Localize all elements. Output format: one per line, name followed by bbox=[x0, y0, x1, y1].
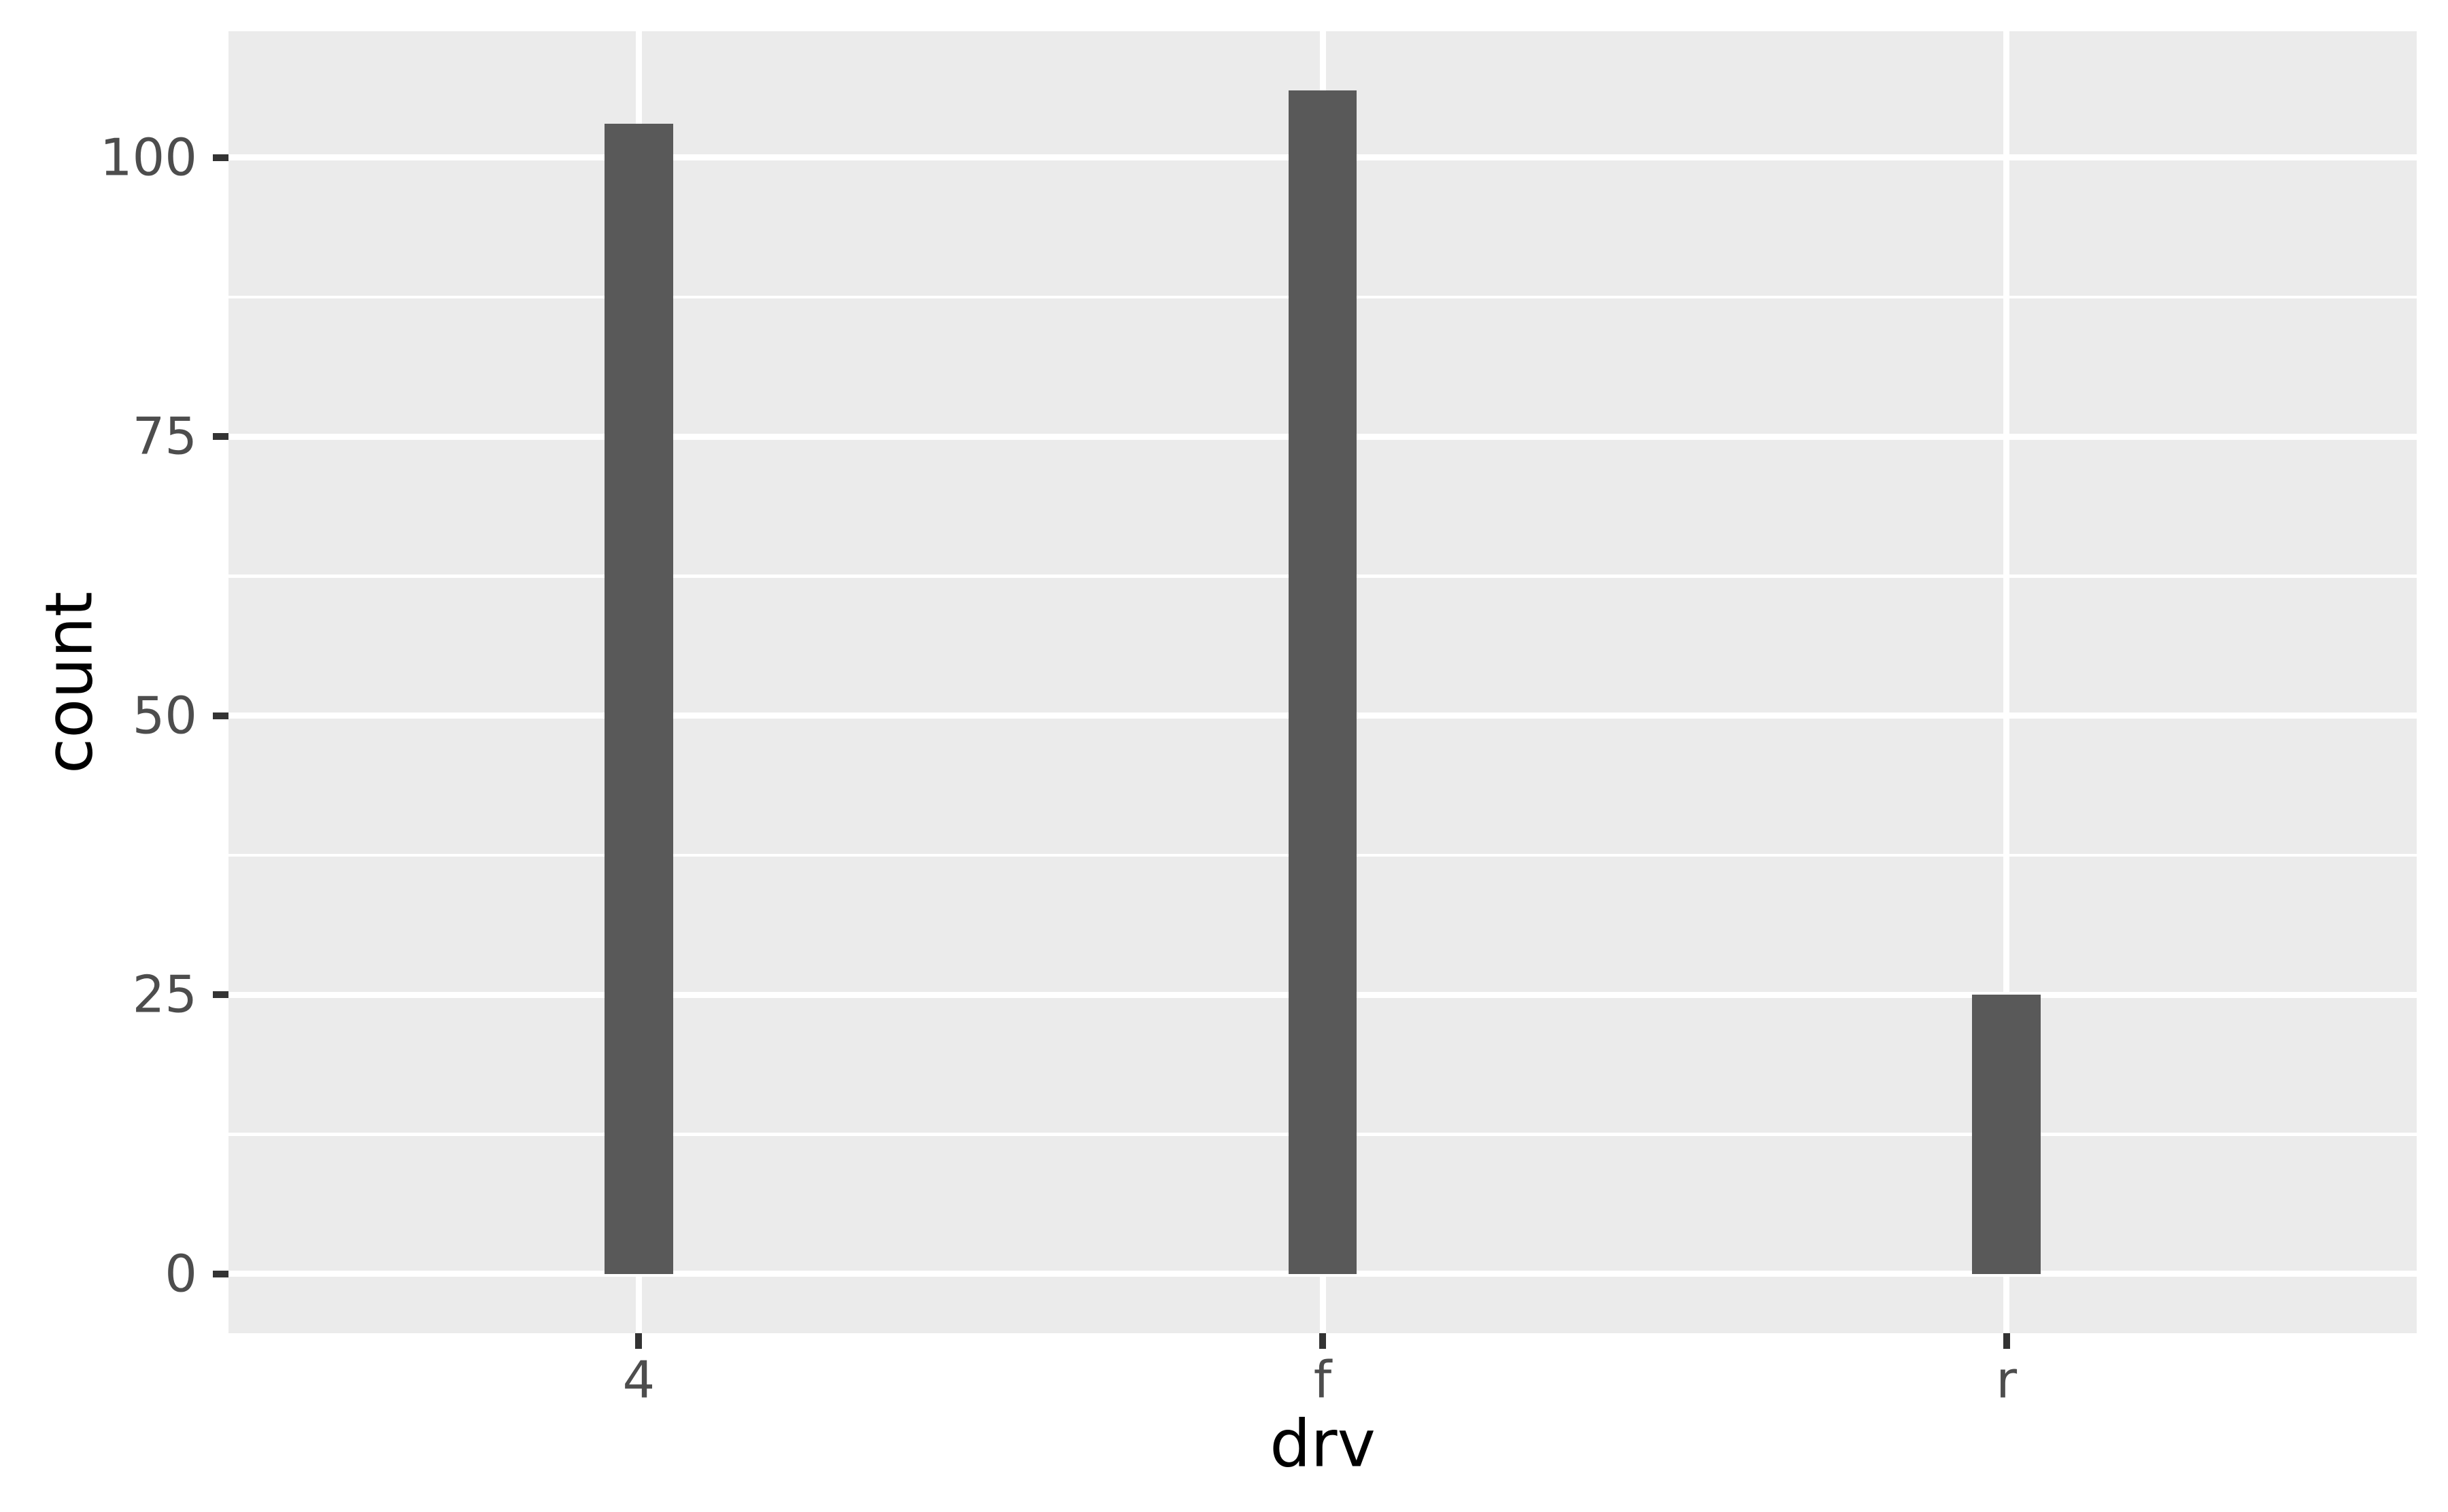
y-axis-tick-mark bbox=[213, 154, 228, 161]
y-axis-tick-mark bbox=[213, 1270, 228, 1277]
bar-4 bbox=[605, 124, 673, 1274]
y-axis-tick-label: 75 bbox=[132, 406, 197, 466]
x-axis-tick-mark bbox=[1319, 1333, 1326, 1349]
x-axis-tick-mark bbox=[2003, 1333, 2010, 1349]
major-gridline-vertical bbox=[2003, 31, 2010, 1333]
y-axis-tick-mark bbox=[213, 991, 228, 999]
x-axis-tick-mark bbox=[635, 1333, 643, 1349]
y-axis-tick-label: 100 bbox=[99, 127, 197, 188]
y-axis-tick-mark bbox=[213, 712, 228, 719]
x-axis-title: drv bbox=[1270, 1407, 1376, 1482]
bar-f bbox=[1288, 90, 1357, 1274]
x-axis-tick-label: r bbox=[1996, 1350, 2018, 1410]
x-axis-tick-label: 4 bbox=[622, 1350, 656, 1410]
bar-r bbox=[1972, 995, 2041, 1274]
y-axis-title: count bbox=[32, 591, 107, 774]
y-axis-tick-label: 25 bbox=[132, 964, 197, 1025]
x-axis-tick-label: f bbox=[1313, 1350, 1332, 1410]
y-axis-tick-mark bbox=[213, 433, 228, 441]
y-axis-tick-label: 0 bbox=[165, 1243, 197, 1304]
y-axis-tick-label: 50 bbox=[132, 685, 197, 746]
